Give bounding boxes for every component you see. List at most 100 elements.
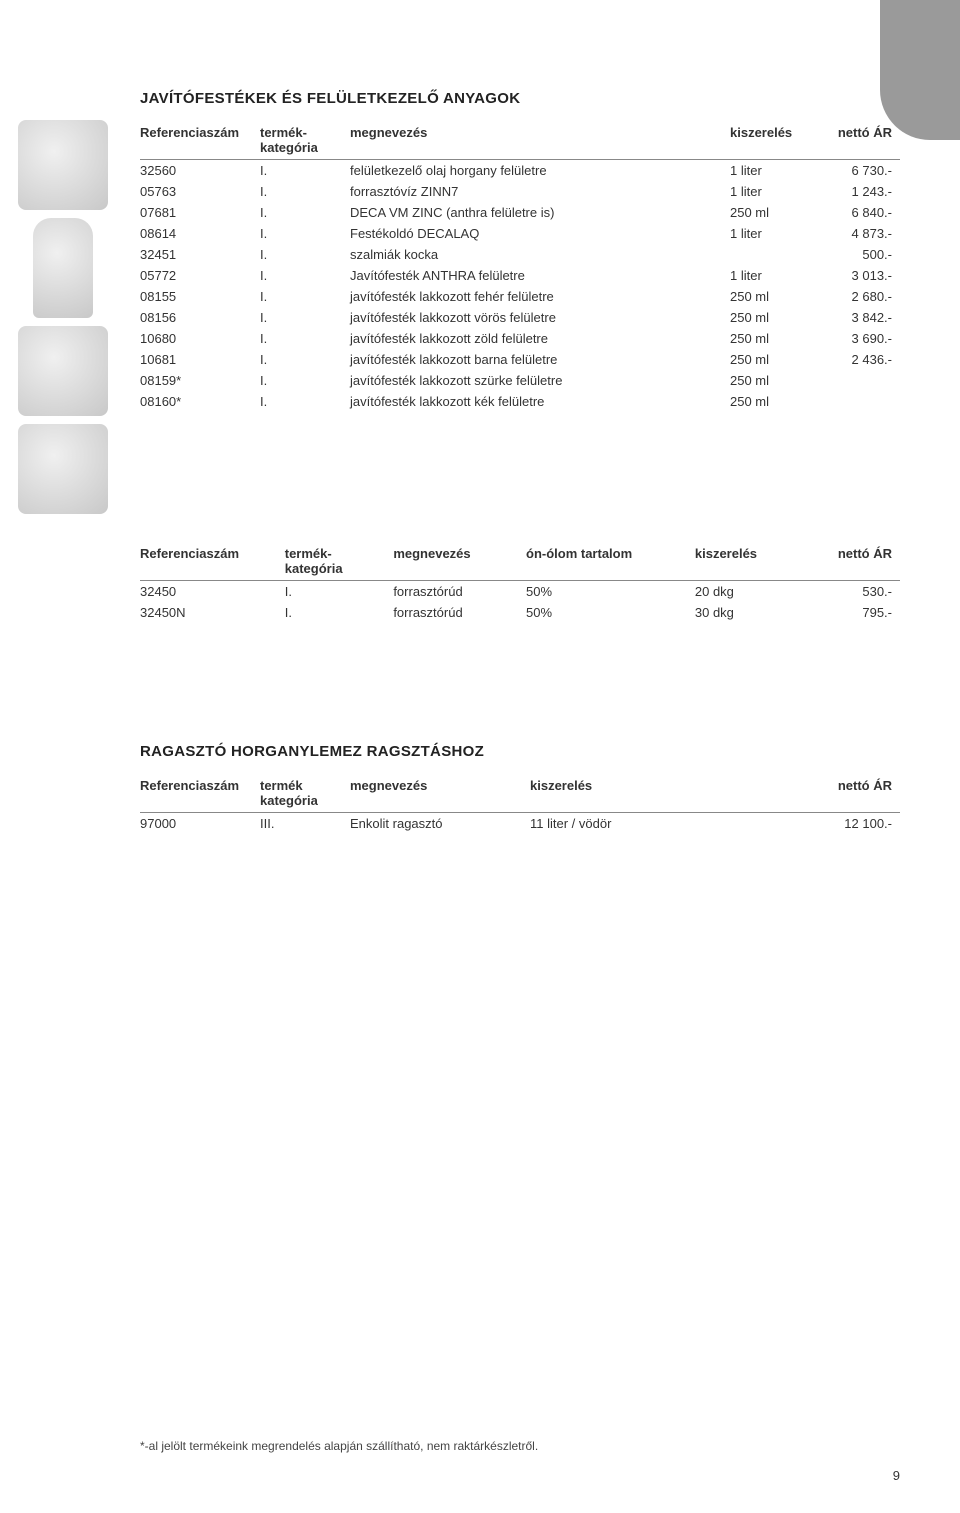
- cell-cat: I.: [260, 391, 350, 412]
- table-header-row: Referenciaszám termék- kategória megneve…: [140, 542, 900, 581]
- col-cat: termék- kategória: [285, 542, 394, 581]
- cell-ref: 32450N: [140, 602, 285, 623]
- cell-tin: 50%: [526, 602, 695, 623]
- table-row: 08614I.Festékoldó DECALAQ1 liter4 873.-: [140, 223, 900, 244]
- cell-ref: 08156: [140, 307, 260, 328]
- products-table: Referenciaszám termék- kategória megneve…: [140, 121, 900, 412]
- cell-cat: III.: [260, 813, 350, 835]
- cell-ref: 05763: [140, 181, 260, 202]
- col-pack: kiszerelés: [730, 121, 820, 160]
- cell-name: javítófesték lakkozott vörös felületre: [350, 307, 730, 328]
- cell-pack: 250 ml: [730, 349, 820, 370]
- table-row: 32451I.szalmiák kocka500.-: [140, 244, 900, 265]
- col-pack: kiszerelés: [695, 542, 804, 581]
- catalog-page: JAVÍTÓFESTÉKEK ÉS FELÜLETKEZELŐ ANYAGOK …: [0, 0, 960, 1513]
- cell-name: javítófesték lakkozott barna felületre: [350, 349, 730, 370]
- col-cat-line1: termék: [260, 778, 303, 793]
- col-price: nettó ÁR: [820, 121, 900, 160]
- table-row: 08155I.javítófesték lakkozott fehér felü…: [140, 286, 900, 307]
- footnote: *-al jelölt termékeink megrendelés alapj…: [140, 1439, 538, 1453]
- cell-name: szalmiák kocka: [350, 244, 730, 265]
- col-ref: Referenciaszám: [140, 121, 260, 160]
- col-ref: Referenciaszám: [140, 774, 260, 813]
- product-image: [18, 120, 108, 210]
- cell-name: javítófesték lakkozott zöld felületre: [350, 328, 730, 349]
- col-name: megnevezés: [350, 121, 730, 160]
- cell-cat: I.: [260, 265, 350, 286]
- col-ref: Referenciaszám: [140, 542, 285, 581]
- cell-price: 12 100.-: [820, 813, 900, 835]
- cell-ref: 10681: [140, 349, 260, 370]
- cell-price: 1 243.-: [820, 181, 900, 202]
- col-cat-line2: kategória: [260, 793, 318, 808]
- cell-name: javítófesték lakkozott fehér felületre: [350, 286, 730, 307]
- cell-name: javítófesték lakkozott kék felületre: [350, 391, 730, 412]
- table-row: 05763I.forrasztóvíz ZINN71 liter1 243.-: [140, 181, 900, 202]
- cell-name: Enkolit ragasztó: [350, 813, 530, 835]
- cell-cat: I.: [260, 286, 350, 307]
- cell-pack: 250 ml: [730, 391, 820, 412]
- product-image-column: [18, 120, 128, 522]
- cell-ref: 10680: [140, 328, 260, 349]
- cell-price: 2 436.-: [820, 349, 900, 370]
- col-cat-line1: termék-: [260, 125, 307, 140]
- table-row: 08156I.javítófesték lakkozott vörös felü…: [140, 307, 900, 328]
- cell-pack: 1 liter: [730, 181, 820, 202]
- cell-cat: I.: [260, 349, 350, 370]
- table-header-row: Referenciaszám termék- kategória megneve…: [140, 121, 900, 160]
- cell-price: 3 690.-: [820, 328, 900, 349]
- cell-pack: 250 ml: [730, 370, 820, 391]
- col-cat: termék kategória: [260, 774, 350, 813]
- cell-name: javítófesték lakkozott szürke felületre: [350, 370, 730, 391]
- product-image: [18, 326, 108, 416]
- section-paints: JAVÍTÓFESTÉKEK ÉS FELÜLETKEZELŐ ANYAGOK …: [140, 90, 900, 412]
- cell-price: 795.-: [803, 602, 900, 623]
- table-row: 08159*I.javítófesték lakkozott szürke fe…: [140, 370, 900, 391]
- section-solder: Referenciaszám termék- kategória megneve…: [140, 542, 900, 623]
- col-pack: kiszerelés: [530, 774, 820, 813]
- col-price: nettó ÁR: [820, 774, 900, 813]
- cell-cat: I.: [260, 202, 350, 223]
- cell-name: felületkezelő olaj horgany felületre: [350, 160, 730, 182]
- table-row: 05772I.Javítófesték ANTHRA felületre1 li…: [140, 265, 900, 286]
- cell-cat: I.: [260, 328, 350, 349]
- table-row: 10680I.javítófesték lakkozott zöld felül…: [140, 328, 900, 349]
- table-row: 32450NI.forrasztórúd50%30 dkg795.-: [140, 602, 900, 623]
- section-title: RAGASZTÓ HORGANYLEMEZ RAGSZTÁSHOZ: [140, 743, 900, 760]
- table-row: 32450I.forrasztórúd50%20 dkg530.-: [140, 581, 900, 603]
- cell-price: 6 730.-: [820, 160, 900, 182]
- cell-price: 6 840.-: [820, 202, 900, 223]
- col-cat-line2: kategória: [285, 561, 343, 576]
- cell-ref: 08614: [140, 223, 260, 244]
- table-row: 07681I.DECA VM ZINC (anthra felületre is…: [140, 202, 900, 223]
- cell-name: DECA VM ZINC (anthra felületre is): [350, 202, 730, 223]
- cell-cat: I.: [285, 581, 394, 603]
- col-cat-line1: termék-: [285, 546, 332, 561]
- cell-ref: 32450: [140, 581, 285, 603]
- table-row: 32560I.felületkezelő olaj horgany felüle…: [140, 160, 900, 182]
- cell-pack: 250 ml: [730, 202, 820, 223]
- cell-name: forrasztórúd: [393, 581, 526, 603]
- cell-pack: 1 liter: [730, 265, 820, 286]
- cell-name: Javítófesték ANTHRA felületre: [350, 265, 730, 286]
- cell-ref: 08160*: [140, 391, 260, 412]
- cell-pack: 11 liter / vödör: [530, 813, 820, 835]
- cell-ref: 08155: [140, 286, 260, 307]
- section-adhesive: RAGASZTÓ HORGANYLEMEZ RAGSZTÁSHOZ Refere…: [140, 743, 900, 834]
- cell-price: [820, 370, 900, 391]
- cell-pack: [730, 244, 820, 265]
- cell-price: 500.-: [820, 244, 900, 265]
- col-cat-line2: kategória: [260, 140, 318, 155]
- cell-name: Festékoldó DECALAQ: [350, 223, 730, 244]
- cell-cat: I.: [260, 160, 350, 182]
- section-title: JAVÍTÓFESTÉKEK ÉS FELÜLETKEZELŐ ANYAGOK: [140, 90, 900, 107]
- cell-ref: 08159*: [140, 370, 260, 391]
- cell-tin: 50%: [526, 581, 695, 603]
- table-row: 08160*I.javítófesték lakkozott kék felül…: [140, 391, 900, 412]
- table-row: 10681I.javítófesték lakkozott barna felü…: [140, 349, 900, 370]
- cell-price: 3 842.-: [820, 307, 900, 328]
- cell-cat: I.: [260, 370, 350, 391]
- col-price: nettó ÁR: [803, 542, 900, 581]
- cell-price: 530.-: [803, 581, 900, 603]
- product-image: [18, 424, 108, 514]
